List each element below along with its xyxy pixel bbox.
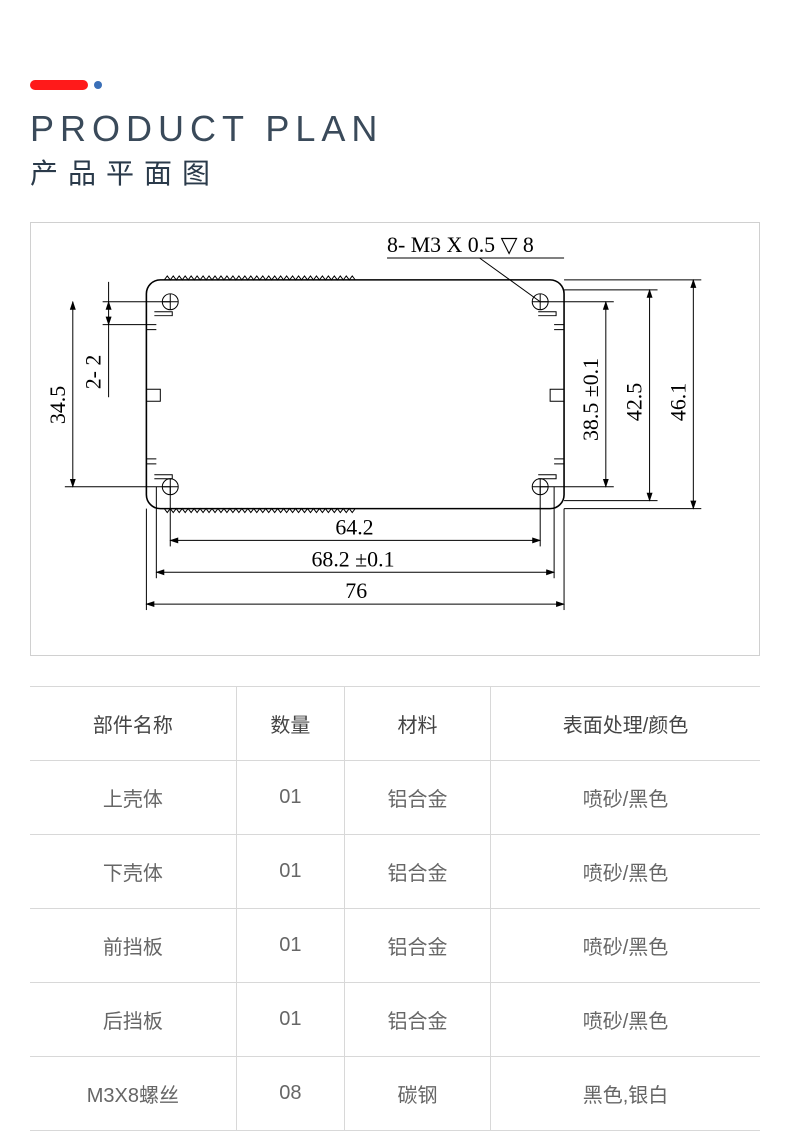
dim-h-mid: 68.2 ±0.1 — [311, 547, 394, 571]
callout-label: 8- M3 X 0.5 ▽ 8 — [387, 233, 534, 257]
dim-v-right-1: 38.5 ±0.1 — [579, 358, 603, 441]
dim-h-inner: 64.2 — [335, 515, 373, 539]
dim-v-left: 2- 2 34.5 — [46, 282, 170, 487]
col-mat: 材料 — [344, 687, 490, 761]
col-finish: 表面处理/颜色 — [490, 687, 760, 761]
technical-drawing: 8- M3 X 0.5 ▽ 8 64.2 68.2 ±0.1 76 — [37, 229, 753, 649]
table-row: M3X8螺丝 08 碳钢 黑色,银白 — [30, 1057, 760, 1131]
title-english: PRODUCT PLAN — [30, 108, 760, 150]
drawing-container: 8- M3 X 0.5 ▽ 8 64.2 68.2 ±0.1 76 — [30, 222, 760, 656]
spec-table: 部件名称 数量 材料 表面处理/颜色 上壳体 01 铝合金 喷砂/黑色 下壳体 … — [30, 686, 760, 1131]
table-row: 下壳体 01 铝合金 喷砂/黑色 — [30, 835, 760, 909]
table-body: 上壳体 01 铝合金 喷砂/黑色 下壳体 01 铝合金 喷砂/黑色 前挡板 01… — [30, 761, 760, 1131]
table-row: 前挡板 01 铝合金 喷砂/黑色 — [30, 909, 760, 983]
enclosure-outline — [146, 276, 564, 513]
dim-v-left-inner: 2- 2 — [82, 355, 106, 390]
accent-bar — [30, 80, 88, 90]
header: PRODUCT PLAN 产品平面图 — [0, 0, 790, 192]
title-chinese: 产品平面图 — [30, 152, 760, 192]
accent-dot — [94, 81, 102, 89]
thread-callout: 8- M3 X 0.5 ▽ 8 — [387, 233, 564, 302]
accent-mark — [30, 80, 760, 90]
dim-v-right-2: 42.5 — [623, 383, 647, 421]
col-name: 部件名称 — [30, 687, 236, 761]
dim-v-left-outer: 34.5 — [46, 386, 70, 424]
table-row: 上壳体 01 铝合金 喷砂/黑色 — [30, 761, 760, 835]
table-row: 后挡板 01 铝合金 喷砂/黑色 — [30, 983, 760, 1057]
dim-v-right-3: 46.1 — [666, 383, 690, 421]
dim-h-group: 64.2 68.2 ±0.1 76 — [146, 487, 564, 610]
col-qty: 数量 — [236, 687, 344, 761]
table-head: 部件名称 数量 材料 表面处理/颜色 — [30, 687, 760, 761]
dim-h-outer: 76 — [345, 579, 367, 603]
